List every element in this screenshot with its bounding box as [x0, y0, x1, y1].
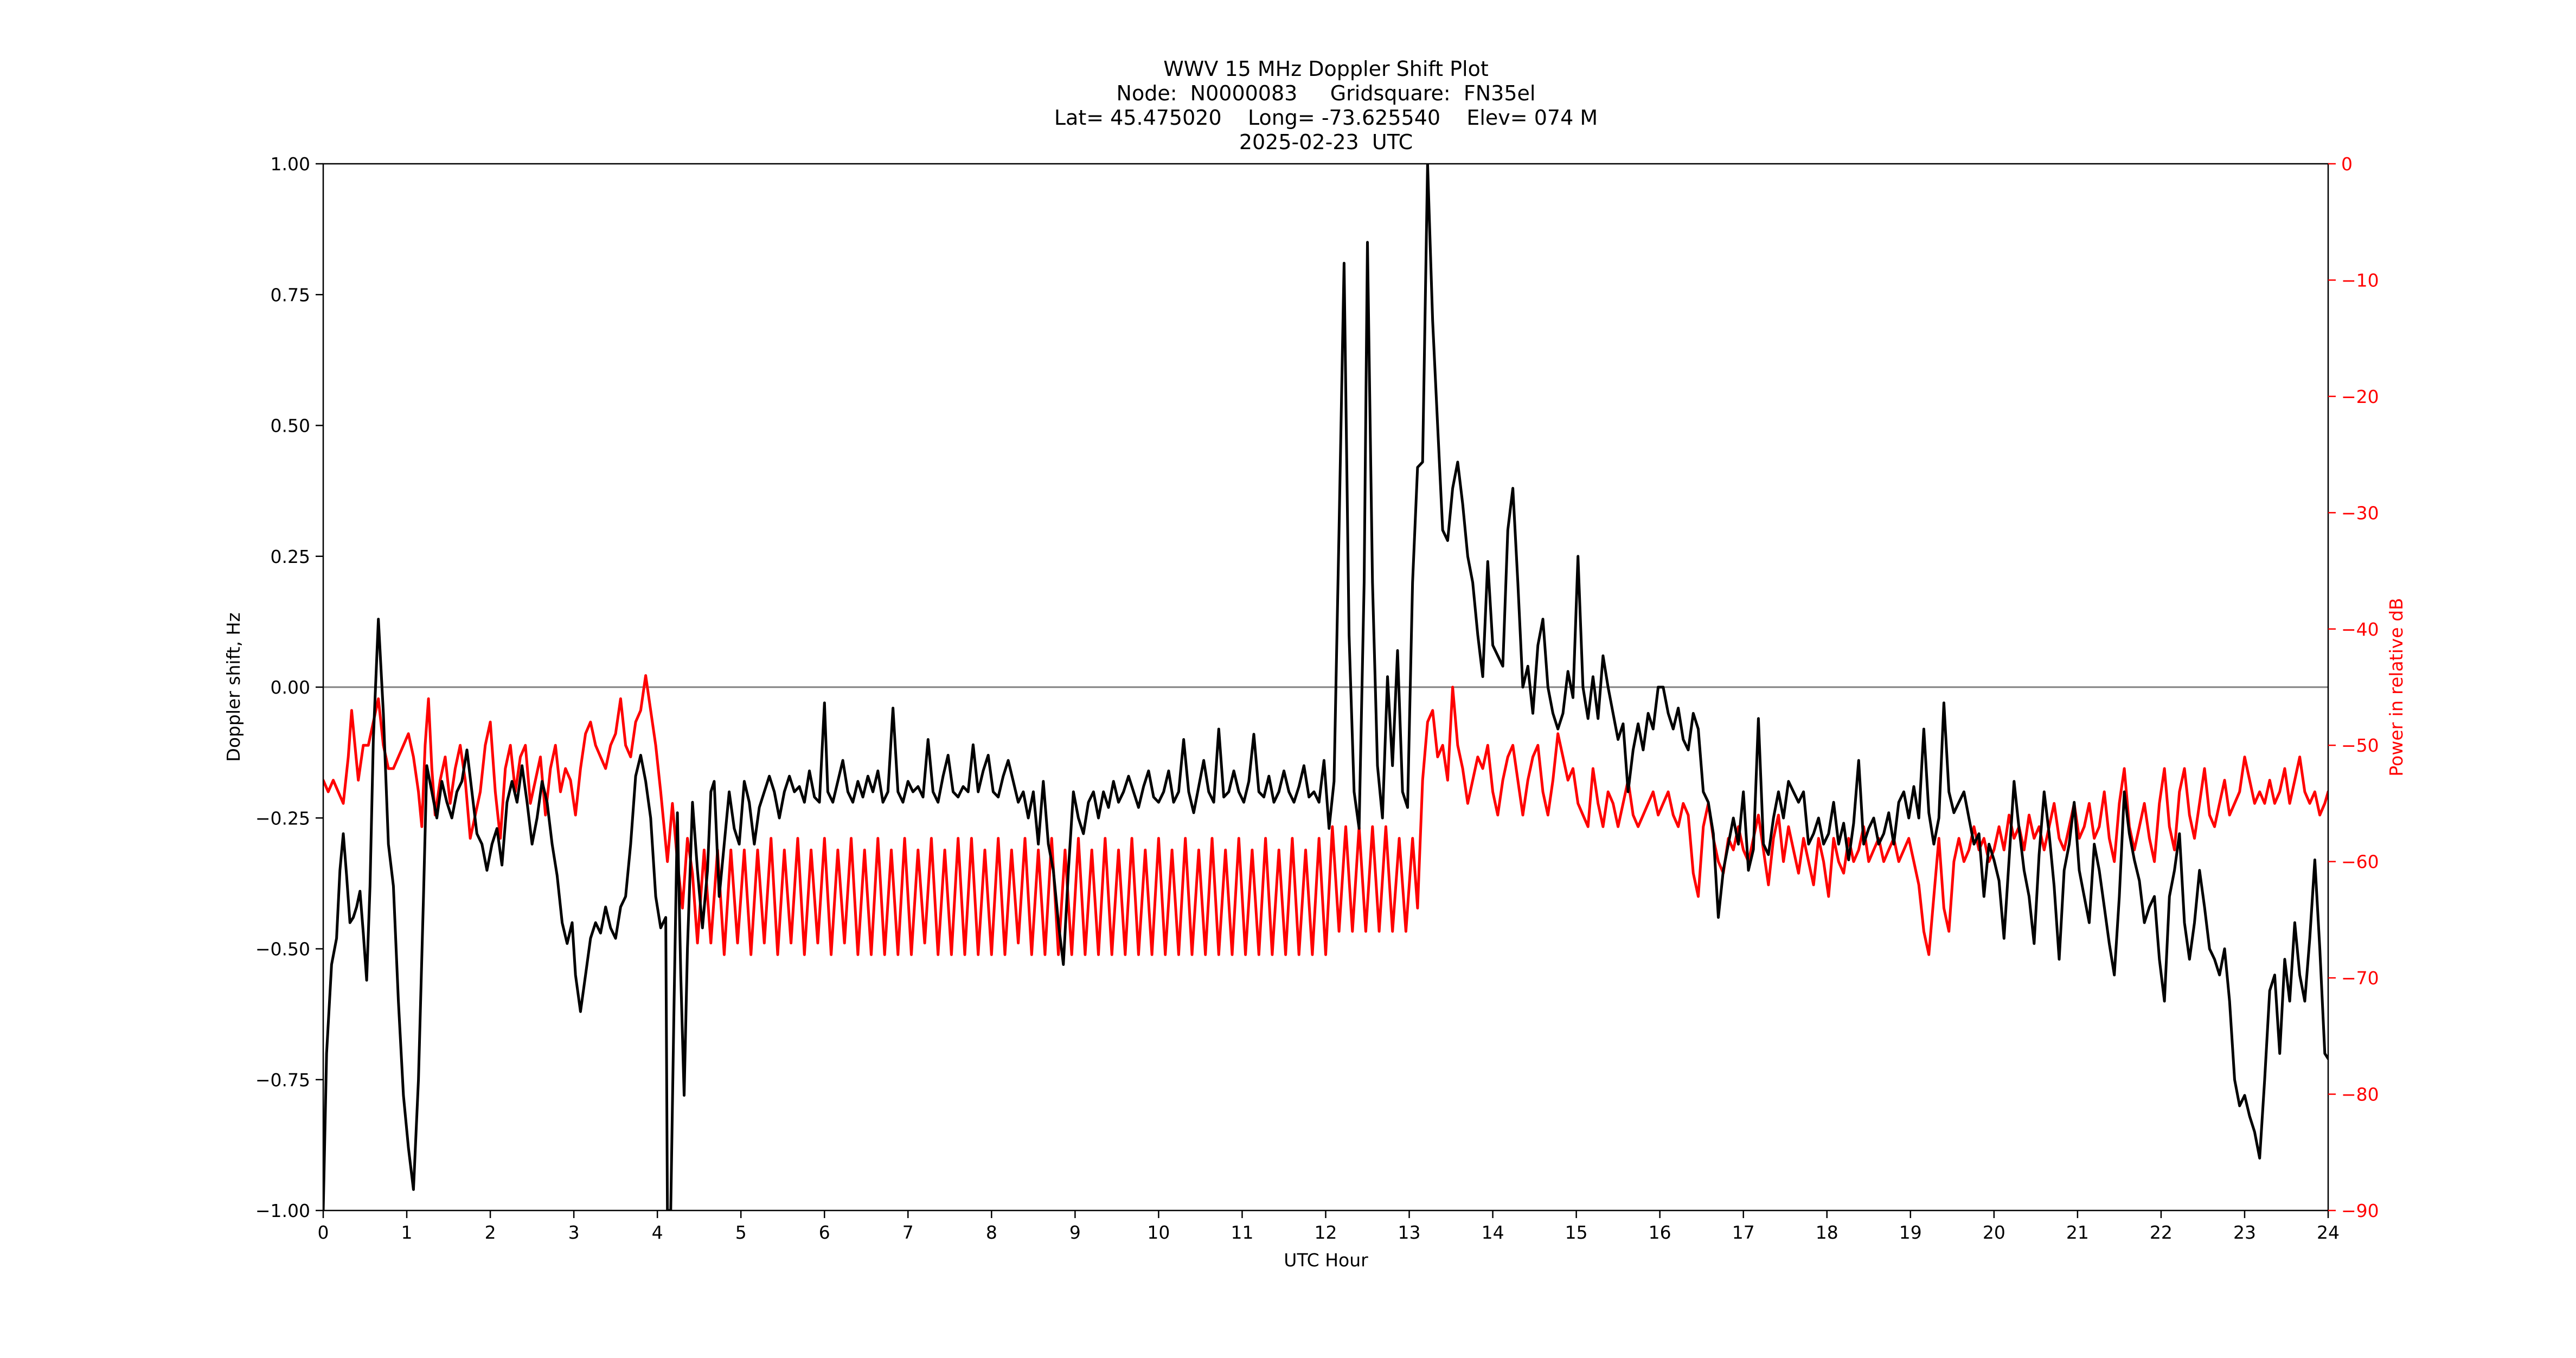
- left-y-tick-label: −0.50: [255, 939, 310, 960]
- left-y-tick-label: 1.00: [271, 153, 310, 175]
- left-y-tick-label: −1.00: [255, 1200, 310, 1221]
- x-axis-ticks: 0 1 2 3 4 5 6 7 8 9 10 11 12 13 14 15 16 17 18 19 20 21 22 23 24: [318, 1210, 2340, 1243]
- right-y-tick-label: −70: [2341, 968, 2379, 989]
- x-tick-label: 22: [2150, 1222, 2173, 1243]
- series-group: [323, 164, 2328, 1210]
- left-y-tick-label: 0.50: [271, 415, 310, 437]
- left-y-axis-label: Doppler shift, Hz: [223, 612, 244, 761]
- x-tick-label: 14: [1482, 1222, 1504, 1243]
- power-series-line: [323, 674, 2328, 956]
- x-tick-label: 23: [2233, 1222, 2256, 1243]
- left-y-tick-label: 0.75: [271, 284, 310, 305]
- x-tick-label: 10: [1147, 1222, 1170, 1243]
- right-y-tick-label: −20: [2341, 386, 2379, 407]
- title-line-1: WWV 15 MHz Doppler Shift Plot: [1163, 57, 1489, 81]
- left-y-tick-label: −0.75: [255, 1069, 310, 1091]
- right-y-axis-label: Power in relative dB: [2386, 598, 2407, 776]
- left-y-axis-ticks: 1.00 0.75 0.50 0.25 0.00 −0.25 −0.50 −0.75 −1.00: [255, 153, 323, 1221]
- left-y-tick-label: 0.25: [271, 546, 310, 567]
- x-tick-label: 7: [902, 1222, 914, 1243]
- x-tick-label: 4: [652, 1222, 663, 1243]
- right-y-tick-label: 0: [2341, 153, 2353, 175]
- right-y-tick-label: −90: [2341, 1200, 2379, 1221]
- title-line-2: Node: N0000083 Gridsquare: FN35el: [1117, 81, 1536, 105]
- x-tick-label: 17: [1732, 1222, 1755, 1243]
- right-y-tick-label: −80: [2341, 1084, 2379, 1105]
- x-tick-label: 6: [819, 1222, 830, 1243]
- x-tick-label: 9: [1069, 1222, 1081, 1243]
- right-y-tick-label: −50: [2341, 735, 2379, 756]
- x-tick-label: 3: [568, 1222, 580, 1243]
- x-tick-label: 12: [1315, 1222, 1337, 1243]
- doppler-series-line: [323, 164, 2328, 1210]
- x-tick-label: 15: [1565, 1222, 1588, 1243]
- right-y-tick-label: −30: [2341, 502, 2379, 523]
- x-tick-label: 21: [2066, 1222, 2089, 1243]
- x-tick-label: 20: [1983, 1222, 2005, 1243]
- x-tick-label: 11: [1231, 1222, 1253, 1243]
- right-y-tick-label: −40: [2341, 619, 2379, 640]
- x-tick-label: 13: [1398, 1222, 1421, 1243]
- x-tick-label: 18: [1816, 1222, 1838, 1243]
- chart-title: WWV 15 MHz Doppler Shift Plot Node: N000…: [1054, 57, 1598, 154]
- title-line-3: Lat= 45.475020 Long= -73.625540 Elev= 07…: [1054, 106, 1598, 130]
- x-tick-label: 5: [735, 1222, 747, 1243]
- right-y-tick-label: −60: [2341, 851, 2379, 873]
- x-tick-label: 24: [2317, 1222, 2340, 1243]
- right-y-tick-label: −10: [2341, 270, 2379, 291]
- left-y-tick-label: 0.00: [271, 677, 310, 698]
- x-tick-label: 2: [485, 1222, 496, 1243]
- x-tick-label: 19: [1899, 1222, 1922, 1243]
- x-axis-label: UTC Hour: [1284, 1250, 1368, 1271]
- left-y-tick-label: −0.25: [255, 808, 310, 829]
- x-tick-label: 0: [318, 1222, 329, 1243]
- x-tick-label: 8: [986, 1222, 997, 1243]
- right-y-axis-ticks: 0 −10 −20 −30 −40 −50 −60 −70 −80 −90: [2328, 153, 2379, 1221]
- title-line-4: 2025-02-23 UTC: [1239, 130, 1413, 154]
- x-tick-label: 1: [401, 1222, 413, 1243]
- x-tick-label: 16: [1649, 1222, 1671, 1243]
